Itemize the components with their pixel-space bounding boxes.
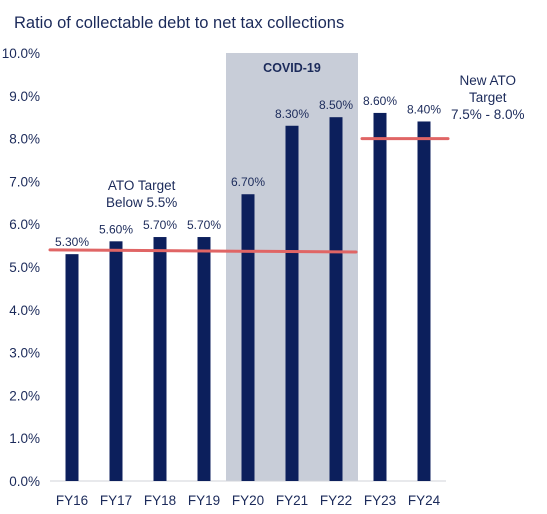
y-tick-label: 8.0% (9, 132, 40, 147)
new-ato-target-label-line: New ATO (459, 73, 517, 89)
bar (153, 237, 167, 481)
x-tick-label: FY19 (188, 493, 220, 508)
x-tick-label: FY24 (408, 493, 441, 508)
ato-target-label-line: Below 5.5% (106, 195, 178, 211)
bar (417, 121, 431, 481)
chart-title: Ratio of collectable debt to net tax col… (14, 14, 345, 32)
x-tick-label: FY16 (56, 493, 88, 508)
y-tick-label: 9.0% (9, 89, 40, 104)
data-label: 8.40% (407, 102, 441, 116)
x-tick-label: FY22 (320, 493, 352, 508)
new-ato-target-annotation: New ATO Target 7.5% - 8.0% (451, 72, 525, 123)
covid-label: COVID-19 (263, 61, 321, 75)
y-tick-label: 0.0% (9, 474, 40, 489)
new-ato-target-label-line: Target (469, 90, 507, 106)
y-tick-label: 10.0% (2, 46, 40, 61)
x-tick-label: FY18 (144, 493, 176, 508)
bar (285, 125, 299, 481)
bar (109, 241, 123, 481)
y-tick-label: 7.0% (9, 174, 40, 189)
data-label: 5.70% (187, 218, 221, 232)
bar (65, 254, 79, 481)
y-tick-label: 3.0% (9, 346, 40, 361)
x-tick-label: FY17 (100, 493, 132, 508)
ato-target-label-line: ATO Target (107, 178, 176, 194)
data-label: 5.30% (55, 235, 89, 249)
x-tick-label: FY23 (364, 493, 396, 508)
data-label: 8.50% (319, 98, 353, 112)
bar (329, 117, 343, 481)
bar (373, 112, 387, 482)
y-tick-label: 2.0% (9, 388, 40, 403)
new-ato-target-label-line: 7.5% - 8.0% (451, 107, 525, 123)
y-tick-label: 6.0% (9, 217, 40, 232)
bar (241, 194, 255, 482)
y-tick-label: 5.0% (9, 260, 40, 275)
x-tick-label: FY20 (232, 493, 264, 508)
bar (197, 237, 211, 481)
data-label: 8.60% (363, 94, 397, 108)
x-tick-label: FY21 (276, 493, 308, 508)
data-label: 6.70% (231, 175, 265, 189)
data-label: 5.70% (143, 218, 177, 232)
y-tick-label: 1.0% (9, 431, 40, 446)
data-label: 5.60% (99, 222, 133, 236)
y-tick-label: 4.0% (9, 303, 40, 318)
ato-target-line (48, 248, 358, 254)
data-label: 8.30% (275, 107, 309, 121)
ato-target-annotation: ATO Target Below 5.5% (106, 177, 177, 211)
